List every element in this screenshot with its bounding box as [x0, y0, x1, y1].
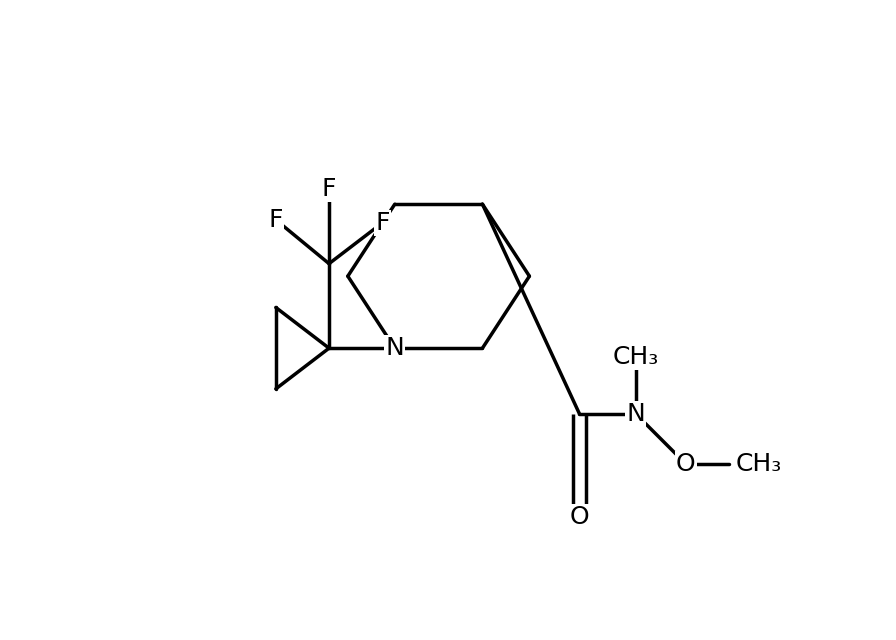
Text: O: O [676, 452, 695, 476]
Text: N: N [626, 402, 645, 426]
Text: CH₃: CH₃ [736, 452, 782, 476]
Text: CH₃: CH₃ [613, 345, 659, 369]
Text: O: O [570, 505, 590, 529]
Text: N: N [385, 336, 404, 360]
Text: F: F [322, 177, 336, 200]
Text: F: F [269, 208, 283, 232]
Text: F: F [375, 211, 390, 235]
